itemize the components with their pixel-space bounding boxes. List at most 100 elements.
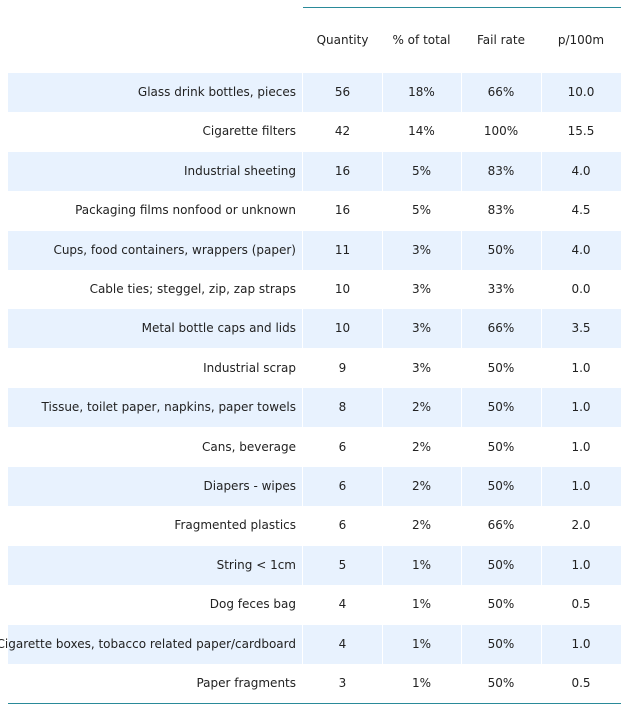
item-name-text: Cigarette filters bbox=[202, 124, 296, 138]
cell-p-per-100m: 0.0 bbox=[571, 282, 591, 296]
table-header-row: Quantity % of total Fail rate p/100m bbox=[0, 8, 628, 73]
column-separator bbox=[382, 625, 383, 664]
cell-quantity: 8 bbox=[338, 400, 347, 414]
column-separator bbox=[541, 231, 542, 270]
column-separator bbox=[461, 309, 462, 348]
table-row: Fragmented plastics 6 2% 66% 2.0 bbox=[8, 506, 621, 545]
cell-p-per-100m: 2.0 bbox=[571, 518, 591, 532]
item-name-text: String < 1cm bbox=[216, 558, 296, 572]
cell-item-name: String < 1cm bbox=[8, 546, 296, 585]
column-separator bbox=[382, 309, 383, 348]
table-row: Cigarette filters 42 14% 100% 15.5 bbox=[8, 112, 621, 151]
cell-fail-rate: 50% bbox=[487, 479, 515, 493]
table-row: Paper fragments 3 1% 50% 0.5 bbox=[8, 664, 621, 703]
cell-quantity: 5 bbox=[338, 558, 347, 572]
item-name-text: Paper fragments bbox=[196, 676, 296, 690]
item-name-text: Tissue, toilet paper, napkins, paper tow… bbox=[41, 400, 296, 414]
cell-item-name: Industrial sheeting bbox=[8, 152, 296, 191]
table-row: Industrial sheeting 16 5% 83% 4.0 bbox=[8, 152, 621, 191]
table-row: Cups, food containers, wrappers (paper) 1… bbox=[8, 231, 621, 270]
column-separator bbox=[382, 231, 383, 270]
cell-percent-of-total: 18% bbox=[408, 85, 435, 99]
cell-percent-of-total: 1% bbox=[411, 676, 432, 690]
column-separator bbox=[382, 467, 383, 506]
cell-p-per-100m: 1.0 bbox=[571, 479, 591, 493]
cell-quantity: 16 bbox=[334, 203, 351, 217]
cell-percent-of-total: 3% bbox=[411, 361, 432, 375]
column-separator bbox=[541, 546, 542, 585]
table-bottom-rule bbox=[8, 703, 621, 704]
column-separator bbox=[302, 388, 303, 427]
cell-quantity: 11 bbox=[334, 243, 351, 257]
cell-p-per-100m: 0.5 bbox=[571, 676, 591, 690]
column-separator bbox=[461, 467, 462, 506]
column-separator bbox=[461, 73, 462, 112]
cell-item-name: Tissue, toilet paper, napkins, paper tow… bbox=[8, 388, 296, 427]
column-separator bbox=[302, 152, 303, 191]
item-name-text: Dog feces bag bbox=[209, 597, 296, 611]
cell-fail-rate: 50% bbox=[487, 676, 515, 690]
column-separator bbox=[302, 309, 303, 348]
cell-p-per-100m: 1.0 bbox=[571, 361, 591, 375]
item-name-text: Industrial sheeting bbox=[184, 164, 296, 178]
column-header-quantity: Quantity bbox=[316, 33, 369, 47]
cell-quantity: 4 bbox=[338, 597, 347, 611]
item-name-text: Fragmented plastics bbox=[174, 518, 296, 532]
cell-fail-rate: 50% bbox=[487, 361, 515, 375]
table-row: Metal bottle caps and lids 10 3% 66% 3.5 bbox=[8, 309, 621, 348]
cell-item-name: Cigarette boxes, tobacco related paper/c… bbox=[0, 625, 296, 664]
cell-fail-rate: 83% bbox=[487, 203, 515, 217]
column-separator bbox=[302, 231, 303, 270]
cell-quantity: 3 bbox=[338, 676, 347, 690]
cell-item-name: Cans, beverage bbox=[8, 428, 296, 467]
column-separator bbox=[302, 467, 303, 506]
column-separator bbox=[382, 152, 383, 191]
cell-quantity: 6 bbox=[338, 479, 347, 493]
column-separator bbox=[382, 73, 383, 112]
cell-percent-of-total: 2% bbox=[411, 400, 432, 414]
column-separator bbox=[541, 467, 542, 506]
column-header-percent-of-total: % of total bbox=[392, 33, 451, 47]
cell-fail-rate: 100% bbox=[483, 124, 519, 138]
cell-fail-rate: 50% bbox=[487, 597, 515, 611]
cell-p-per-100m: 0.5 bbox=[571, 597, 591, 611]
column-separator bbox=[541, 309, 542, 348]
cell-fail-rate: 33% bbox=[487, 282, 515, 296]
cell-quantity: 6 bbox=[338, 440, 347, 454]
item-name-text: Cigarette boxes, tobacco related paper/c… bbox=[0, 637, 296, 651]
column-separator bbox=[461, 231, 462, 270]
cell-p-per-100m: 4.5 bbox=[571, 203, 591, 217]
cell-quantity: 4 bbox=[338, 637, 347, 651]
column-separator bbox=[302, 73, 303, 112]
cell-percent-of-total: 1% bbox=[411, 637, 432, 651]
item-name-text: Industrial scrap bbox=[203, 361, 296, 375]
cell-percent-of-total: 5% bbox=[411, 203, 432, 217]
cell-item-name: Packaging films nonfood or unknown bbox=[8, 191, 296, 230]
cell-fail-rate: 66% bbox=[487, 518, 515, 532]
column-separator bbox=[382, 388, 383, 427]
cell-percent-of-total: 2% bbox=[411, 440, 432, 454]
cell-percent-of-total: 3% bbox=[411, 243, 432, 257]
cell-item-name: Cigarette filters bbox=[8, 112, 296, 151]
item-name-text: Packaging films nonfood or unknown bbox=[75, 203, 296, 217]
cell-item-name: Industrial scrap bbox=[8, 349, 296, 388]
cell-percent-of-total: 1% bbox=[411, 558, 432, 572]
item-name-text: Cups, food containers, wrappers (paper) bbox=[53, 243, 296, 257]
column-separator bbox=[541, 152, 542, 191]
table-row: Packaging films nonfood or unknown 16 5% 83… bbox=[8, 191, 621, 230]
cell-p-per-100m: 4.0 bbox=[571, 243, 591, 257]
cell-p-per-100m: 1.0 bbox=[571, 400, 591, 414]
cell-fail-rate: 50% bbox=[487, 243, 515, 257]
cell-quantity: 10 bbox=[334, 321, 351, 335]
column-separator bbox=[302, 546, 303, 585]
table-row: Glass drink bottles, pieces 56 18% 66% 10.0 bbox=[8, 73, 621, 112]
cell-percent-of-total: 2% bbox=[411, 479, 432, 493]
column-separator bbox=[541, 388, 542, 427]
cell-item-name: Dog feces bag bbox=[8, 585, 296, 624]
table-row: Dog feces bag 4 1% 50% 0.5 bbox=[8, 585, 621, 624]
cell-fail-rate: 50% bbox=[487, 558, 515, 572]
cell-quantity: 56 bbox=[334, 85, 351, 99]
column-separator bbox=[541, 625, 542, 664]
item-name-text: Glass drink bottles, pieces bbox=[137, 85, 296, 99]
cell-item-name: Glass drink bottles, pieces bbox=[8, 73, 296, 112]
